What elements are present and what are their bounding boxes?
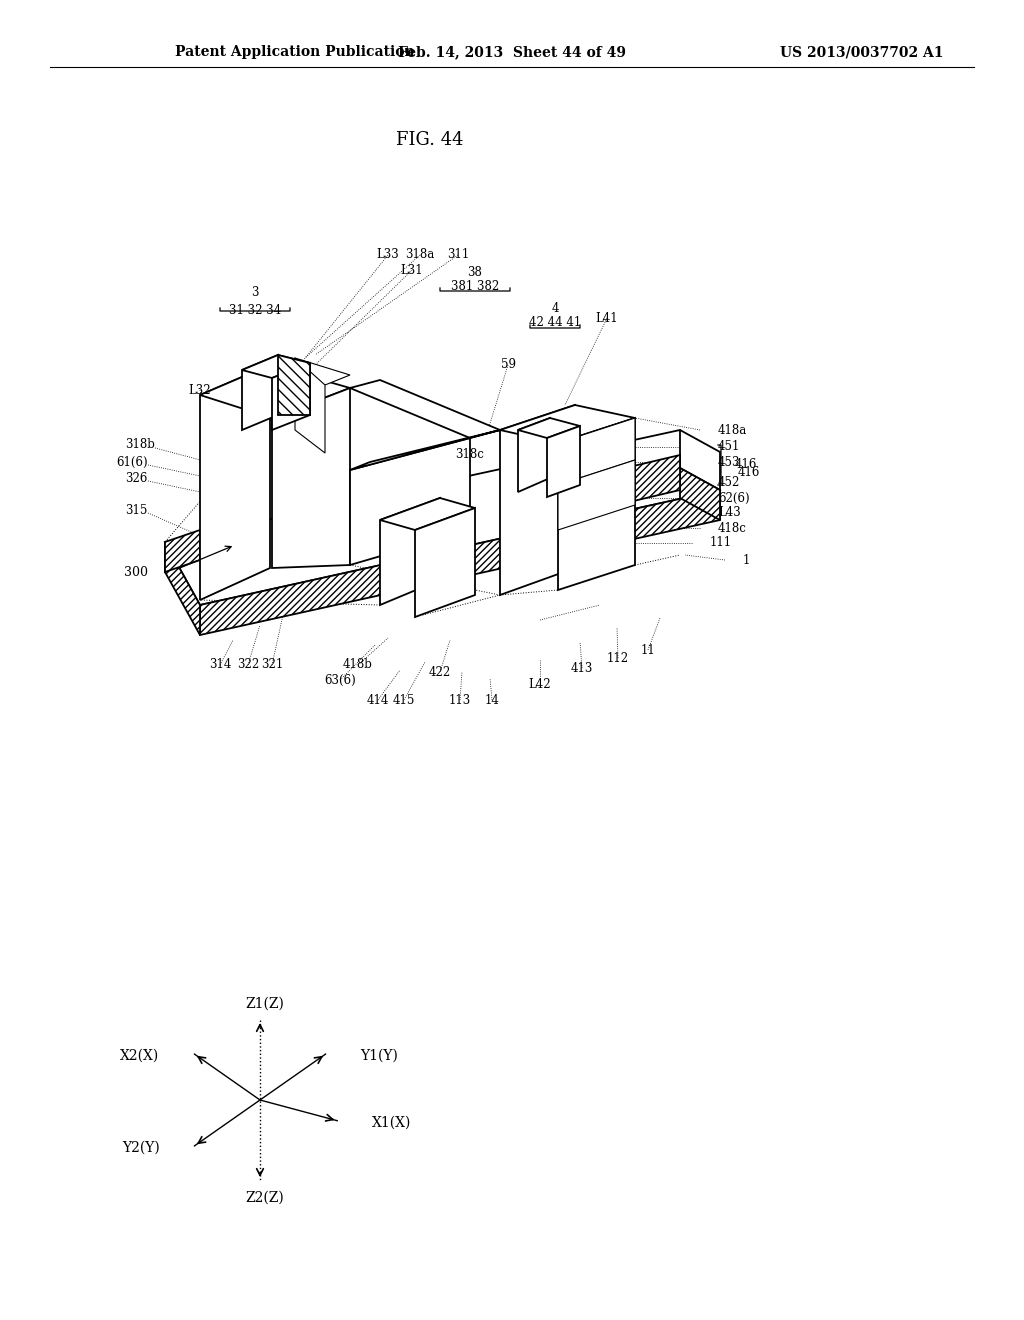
- Polygon shape: [165, 430, 720, 605]
- Polygon shape: [500, 405, 575, 595]
- Text: 1: 1: [743, 553, 751, 566]
- Text: 318b: 318b: [125, 438, 155, 451]
- Text: 111: 111: [710, 536, 732, 549]
- Text: 415: 415: [393, 693, 415, 706]
- Text: 300: 300: [124, 565, 148, 578]
- Text: 381 382: 381 382: [451, 281, 499, 293]
- Text: L41: L41: [596, 312, 618, 325]
- Polygon shape: [558, 459, 635, 531]
- Text: 413: 413: [570, 661, 593, 675]
- Text: 326: 326: [126, 471, 148, 484]
- Text: Y1(Y): Y1(Y): [360, 1049, 398, 1063]
- Text: 315: 315: [126, 503, 148, 516]
- Text: 418b: 418b: [343, 659, 373, 672]
- Polygon shape: [200, 366, 270, 601]
- Polygon shape: [200, 490, 720, 635]
- Text: FIG. 44: FIG. 44: [396, 131, 464, 149]
- Polygon shape: [518, 418, 550, 492]
- Polygon shape: [350, 430, 500, 470]
- Polygon shape: [350, 380, 500, 438]
- Polygon shape: [380, 498, 440, 605]
- Text: Z2(Z): Z2(Z): [246, 1191, 285, 1205]
- Text: 416: 416: [738, 466, 761, 479]
- Polygon shape: [350, 438, 470, 565]
- Polygon shape: [558, 418, 635, 484]
- Text: 311: 311: [446, 248, 469, 261]
- Text: 42 44 41: 42 44 41: [528, 317, 582, 330]
- Text: 321: 321: [261, 659, 283, 672]
- Text: 11: 11: [641, 644, 655, 656]
- Text: 318a: 318a: [406, 248, 434, 261]
- Polygon shape: [295, 358, 325, 453]
- Polygon shape: [242, 355, 310, 378]
- Text: 3: 3: [251, 285, 259, 298]
- Text: 38: 38: [468, 265, 482, 279]
- Text: 322: 322: [237, 659, 259, 672]
- Text: L33: L33: [377, 248, 399, 261]
- Polygon shape: [165, 531, 200, 572]
- Polygon shape: [200, 366, 350, 418]
- Text: 63(6): 63(6): [325, 673, 356, 686]
- Polygon shape: [680, 430, 720, 490]
- Text: Y2(Y): Y2(Y): [122, 1140, 160, 1155]
- Text: 113: 113: [449, 693, 471, 706]
- Text: 314: 314: [209, 659, 231, 672]
- Text: 416: 416: [735, 458, 758, 471]
- Text: 452: 452: [718, 475, 740, 488]
- Text: X1(X): X1(X): [373, 1115, 412, 1130]
- Text: L32: L32: [188, 384, 211, 396]
- Polygon shape: [558, 418, 635, 590]
- Text: Feb. 14, 2013  Sheet 44 of 49: Feb. 14, 2013 Sheet 44 of 49: [398, 45, 626, 59]
- Polygon shape: [278, 355, 310, 414]
- Text: X2(X): X2(X): [120, 1049, 160, 1063]
- Text: 418c: 418c: [718, 521, 746, 535]
- Text: 418a: 418a: [718, 424, 748, 437]
- Text: L31: L31: [400, 264, 423, 276]
- Polygon shape: [680, 469, 720, 520]
- Text: L42: L42: [528, 678, 551, 692]
- Polygon shape: [380, 498, 475, 531]
- Text: 62(6): 62(6): [718, 491, 750, 504]
- Text: Z1(Z): Z1(Z): [246, 997, 285, 1011]
- Polygon shape: [625, 455, 680, 503]
- Polygon shape: [547, 426, 580, 498]
- Text: Patent Application Publication: Patent Application Publication: [175, 45, 415, 59]
- Text: 318c: 318c: [456, 449, 484, 462]
- Text: 4: 4: [551, 301, 559, 314]
- Text: 414: 414: [367, 693, 389, 706]
- Polygon shape: [500, 405, 635, 444]
- Text: L43: L43: [718, 507, 740, 520]
- Polygon shape: [272, 388, 350, 568]
- Polygon shape: [165, 543, 200, 635]
- Text: 14: 14: [484, 693, 500, 706]
- Text: 59: 59: [501, 359, 515, 371]
- Text: 422: 422: [429, 665, 452, 678]
- Polygon shape: [242, 355, 278, 430]
- Polygon shape: [518, 418, 580, 438]
- Polygon shape: [270, 358, 350, 385]
- Text: 112: 112: [607, 652, 629, 664]
- Text: US 2013/0037702 A1: US 2013/0037702 A1: [780, 45, 943, 59]
- Text: 61(6): 61(6): [117, 455, 148, 469]
- Polygon shape: [415, 508, 475, 616]
- Polygon shape: [272, 363, 310, 430]
- Text: 451: 451: [718, 441, 740, 454]
- Text: 453: 453: [718, 455, 740, 469]
- Text: 31 32 34: 31 32 34: [229, 304, 282, 317]
